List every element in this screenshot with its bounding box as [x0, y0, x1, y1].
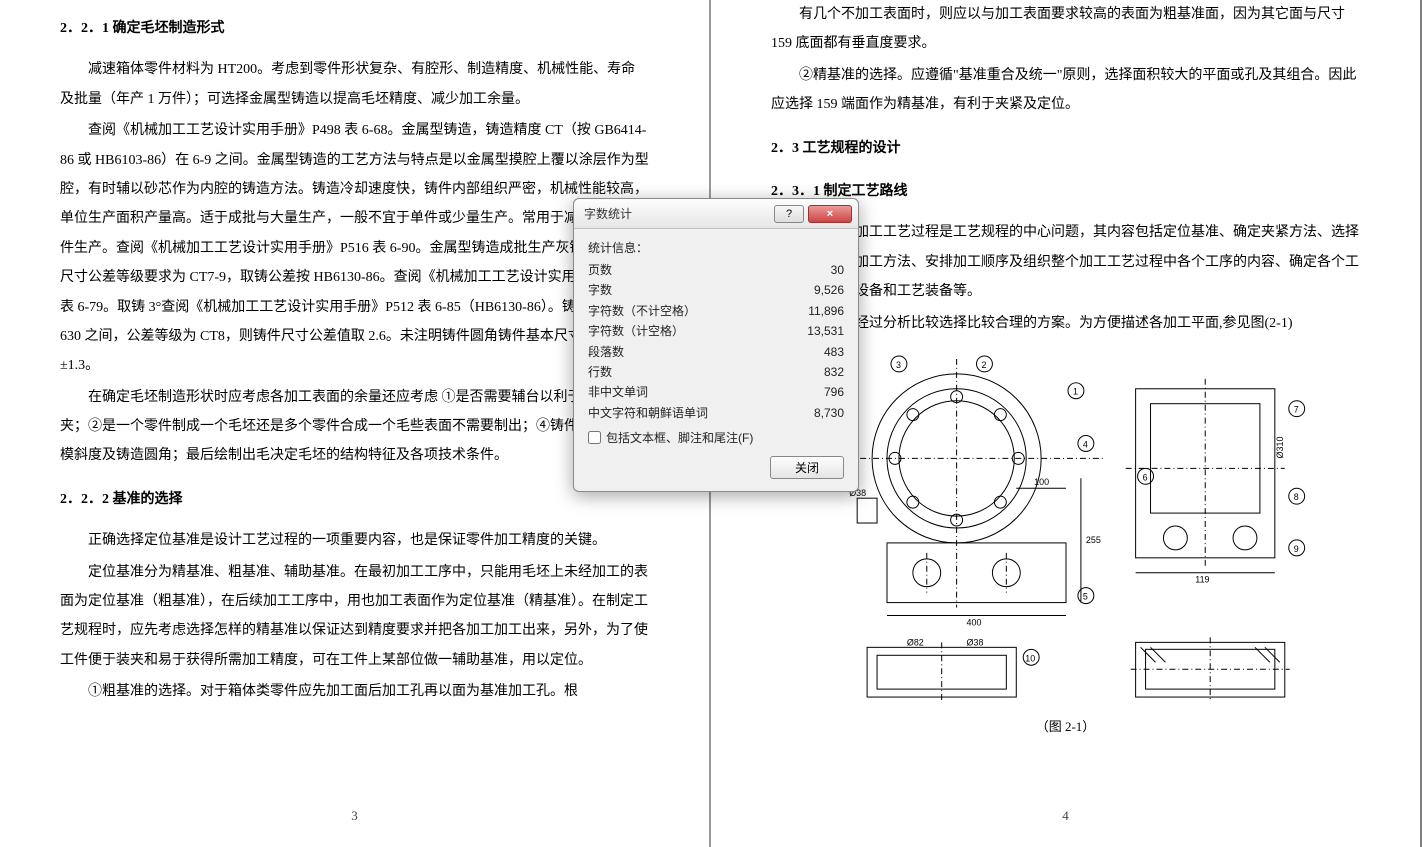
svg-text:9: 9	[1293, 544, 1298, 554]
dialog-title: 字数统计	[584, 205, 632, 222]
svg-text:119: 119	[1195, 575, 1209, 585]
dialog-body: 统计信息： 页数 30 字数 9,526 字符数（不计空格） 11,896 字符数（计…	[574, 229, 858, 491]
svg-text:1: 1	[1072, 387, 1077, 397]
paragraph: ①粗基准的选择。对于箱体类零件应先加工面后加工孔再以面为基准加工孔。根	[60, 677, 649, 706]
svg-text:Ø38: Ø38	[966, 637, 983, 647]
stat-row: 非中文单词 796	[588, 382, 844, 402]
stat-key: 行数	[588, 362, 612, 382]
word-count-dialog: 字数统计 ? × 统计信息： 页数 30 字数 9,526 字符数（不计空格） 11,…	[573, 198, 859, 492]
stat-value: 9,526	[814, 280, 844, 300]
stat-row: 页数 30	[588, 260, 844, 280]
stat-row: 字符数（计空格） 13,531	[588, 321, 844, 341]
stat-value: 483	[824, 342, 844, 362]
svg-text:6: 6	[1142, 472, 1147, 482]
help-button[interactable]: ?	[774, 205, 804, 223]
close-button[interactable]: 关闭	[770, 456, 844, 479]
stat-key: 中文字符和朝鲜语单词	[588, 403, 708, 423]
stat-row: 行数 832	[588, 362, 844, 382]
stat-value: 30	[831, 260, 844, 280]
stat-key: 段落数	[588, 342, 624, 362]
svg-text:3: 3	[895, 360, 900, 370]
svg-text:2: 2	[981, 360, 986, 370]
paragraph: 查阅《机械加工工艺设计实用手册》P498 表 6-68。金属型铸造，铸造精度 C…	[60, 116, 649, 381]
stat-key: 字符数（计空格）	[588, 321, 684, 341]
svg-text:Ø310: Ø310	[1274, 436, 1284, 458]
stat-key: 页数	[588, 260, 612, 280]
paragraph: 正确选择定位基准是设计工艺过程的一项重要内容，也是保证零件加工精度的关键。	[60, 526, 649, 555]
svg-text:100: 100	[1034, 477, 1049, 487]
paragraph: 定位基准分为精基准、粗基准、辅助基准。在最初加工工序中，只能用毛坯上未经加工的表…	[60, 558, 649, 676]
close-window-button[interactable]: ×	[808, 205, 852, 223]
dialog-titlebar[interactable]: 字数统计 ? ×	[574, 199, 858, 229]
svg-text:5: 5	[1082, 592, 1087, 602]
stat-key: 非中文单词	[588, 382, 648, 402]
stat-row: 字数 9,526	[588, 280, 844, 300]
titlebar-buttons: ? ×	[774, 205, 852, 223]
svg-text:7: 7	[1293, 405, 1298, 415]
paragraph: ②精基准的选择。应遵循"基准重合及统一"原则，选择面积较大的平面或孔及其组合。因…	[771, 61, 1360, 120]
paragraph: 设计时应经过分析比较选择比较合理的方案。为方便描述各加工平面,参见图(2-1)	[771, 309, 1360, 338]
stat-row: 字符数（不计空格） 11,896	[588, 301, 844, 321]
paragraph: 零件机械加工工艺过程是工艺规程的中心问题，其内容包括定位基准、确定夹紧方法、选择…	[771, 218, 1360, 306]
figure-caption: （图 2-1）	[771, 713, 1360, 740]
svg-text:8: 8	[1293, 492, 1298, 502]
svg-text:4: 4	[1082, 439, 1087, 449]
include-textbox-row: 包括文本框、脚注和尾注(F)	[588, 429, 844, 446]
stat-value: 832	[824, 362, 844, 382]
stat-key: 字符数（不计空格）	[588, 301, 696, 321]
paragraph: 减速箱体零件材料为 HT200。考虑到零件形状复杂、有腔形、制造精度、机械性能、…	[60, 55, 649, 114]
stats-header: 统计信息：	[588, 239, 844, 256]
heading-2-3: 2．3 工艺规程的设计	[771, 134, 1360, 163]
engineering-diagram: 400 100 255 1 2 3 4 5 Ø38	[806, 348, 1326, 708]
svg-text:Ø82: Ø82	[906, 637, 923, 647]
stat-value: 13,531	[807, 321, 844, 341]
paragraph: 在确定毛坯制造形状时应考虑各加工表面的余量还应考虑 ①是否需要辅台以利于工件的装…	[60, 383, 649, 471]
page-number: 3	[351, 802, 358, 829]
paragraph: 有几个不加工表面时，则应以与加工表面要求较高的表面为粗基准面，因为其它面与尺寸 …	[771, 0, 1360, 59]
svg-text:400: 400	[966, 617, 981, 627]
heading-2-3-1: 2．3．1 制定工艺路线	[771, 177, 1360, 206]
help-icon: ?	[786, 208, 792, 220]
stat-key: 字数	[588, 280, 612, 300]
dialog-footer: 关闭	[588, 456, 844, 479]
stat-value: 11,896	[808, 301, 844, 321]
stat-value: 8,730	[814, 403, 844, 423]
close-icon: ×	[827, 208, 833, 220]
include-textbox-checkbox[interactable]	[588, 431, 601, 444]
page-number: 4	[1062, 802, 1069, 829]
svg-text:255: 255	[1085, 535, 1100, 545]
stat-row: 中文字符和朝鲜语单词 8,730	[588, 403, 844, 423]
heading-2-2-1: 2．2．1 确定毛坯制造形式	[60, 14, 649, 43]
checkbox-label: 包括文本框、脚注和尾注(F)	[606, 429, 753, 446]
stat-value: 796	[824, 382, 844, 402]
heading-2-2-2: 2．2．2 基准的选择	[60, 485, 649, 514]
svg-text:10: 10	[1025, 653, 1035, 663]
stat-row: 段落数 483	[588, 342, 844, 362]
